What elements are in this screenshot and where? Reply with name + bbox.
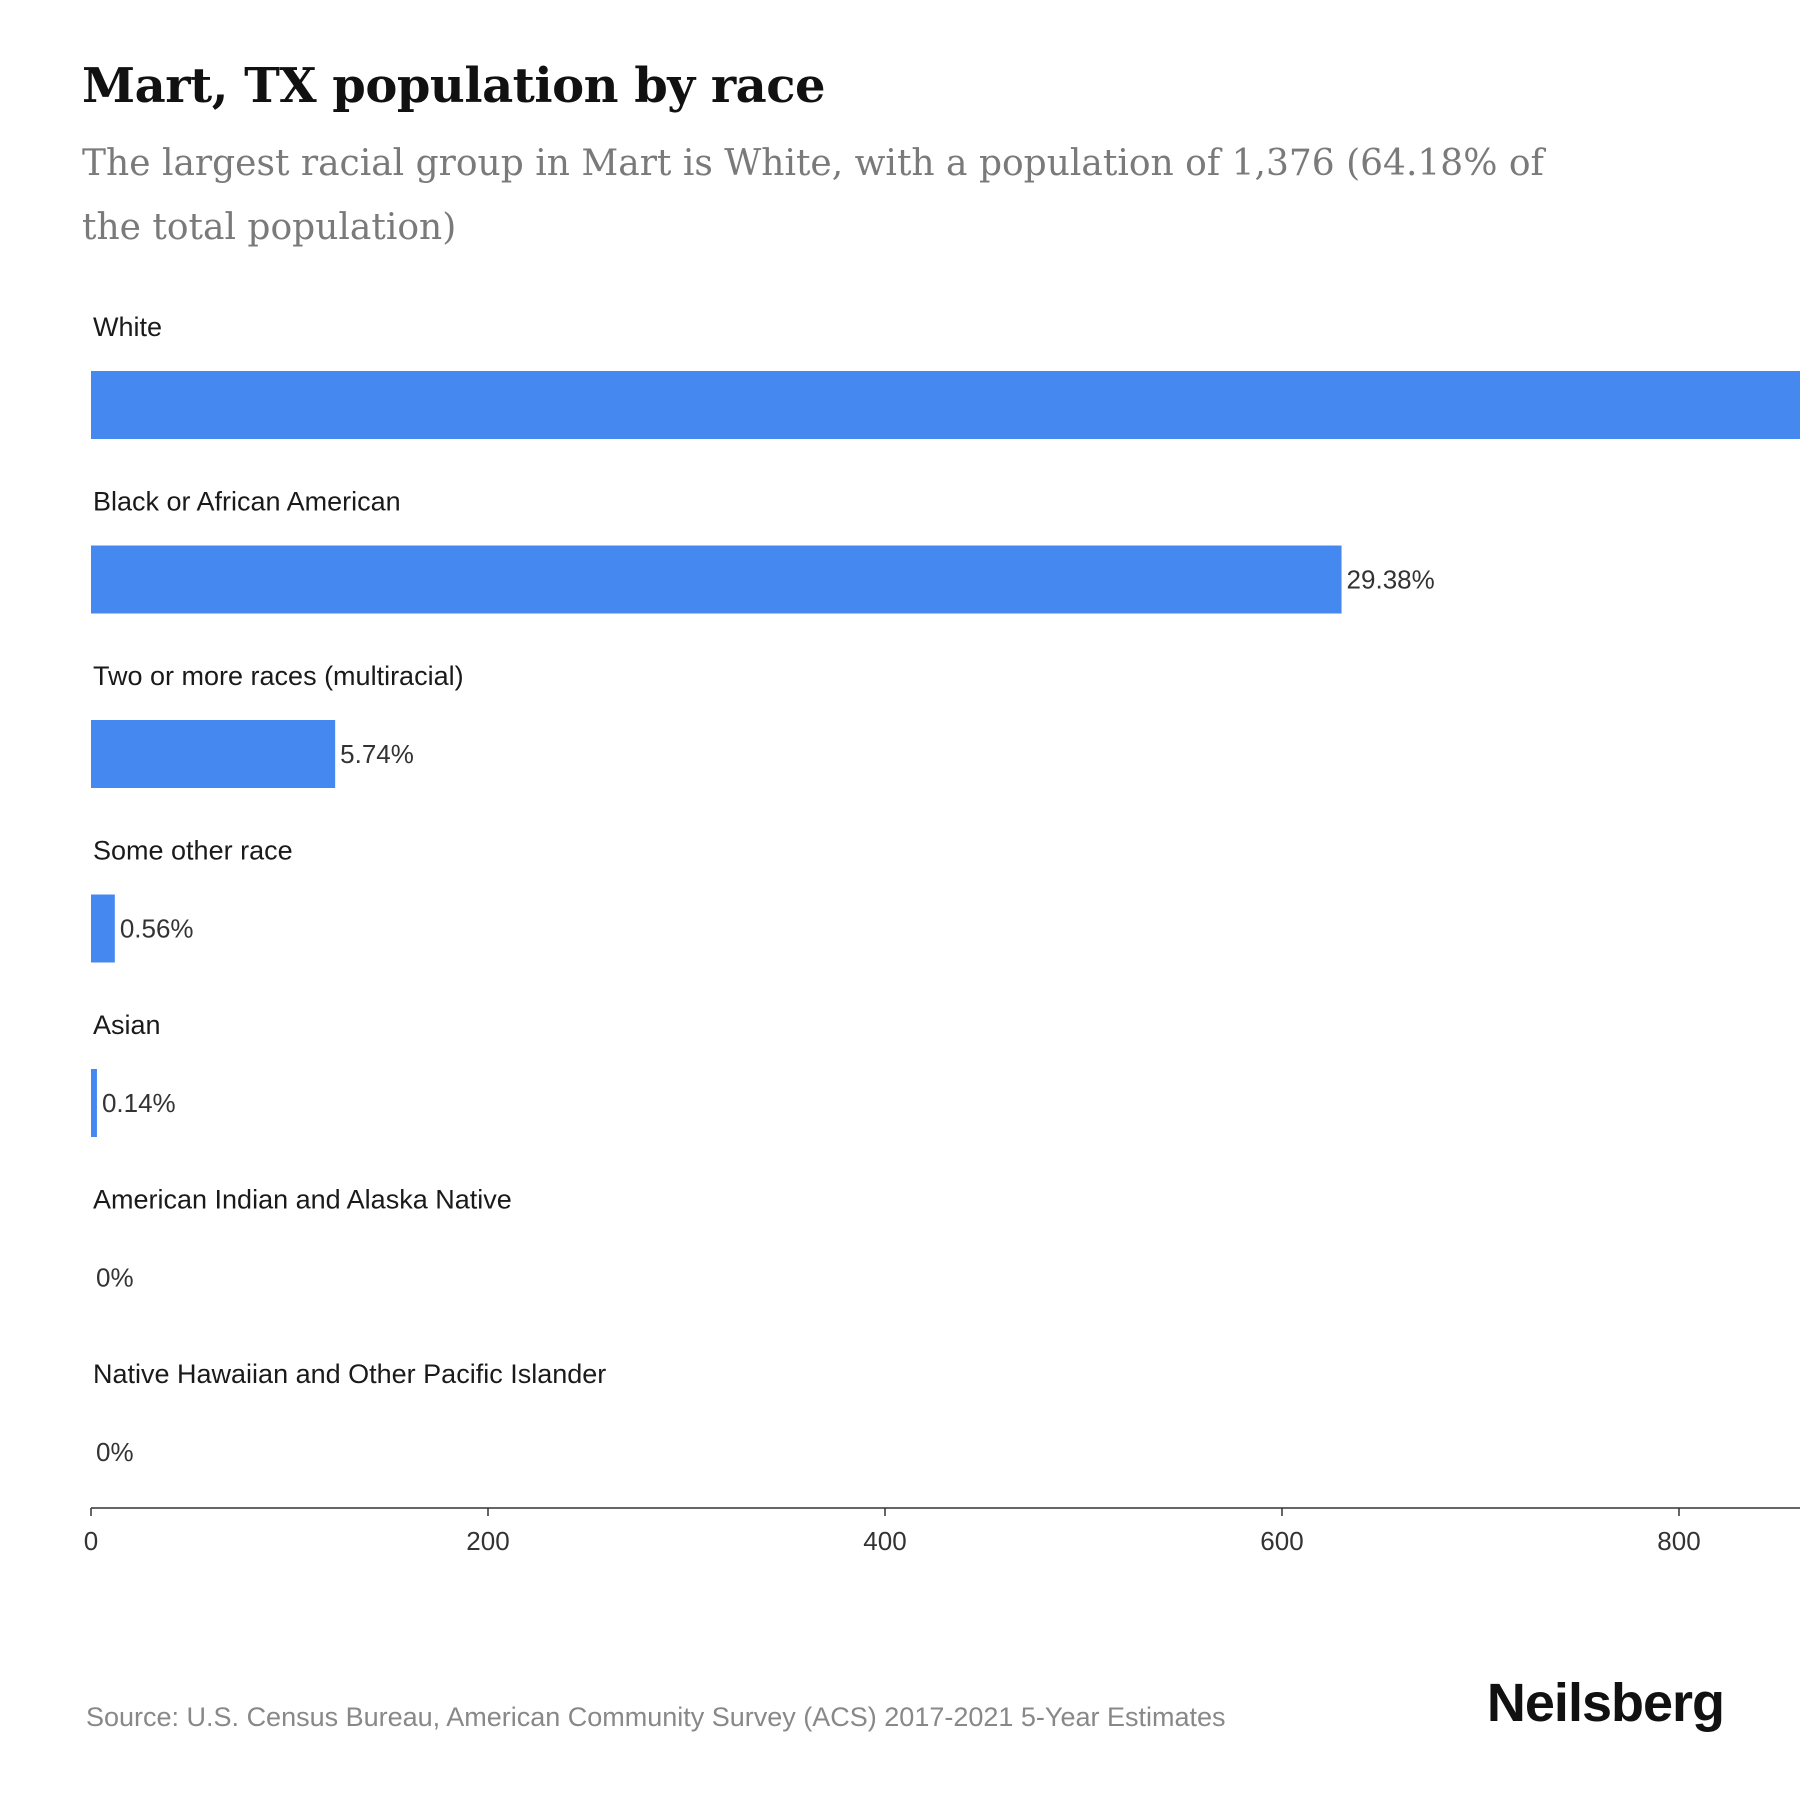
- category-label: Some other race: [93, 836, 293, 866]
- bar: [91, 894, 115, 963]
- category-label: Black or African American: [93, 487, 401, 517]
- chart-title: Mart, TX population by race: [82, 58, 826, 114]
- x-tick-label: 400: [863, 1526, 906, 1556]
- x-axis: 02004006008001000120014001600: [84, 1507, 1800, 1556]
- bar: [91, 545, 1342, 614]
- bar: [91, 1069, 97, 1137]
- data-label: 0%: [96, 1263, 134, 1293]
- category-label: White: [93, 312, 162, 342]
- x-tick-label: 0: [84, 1526, 98, 1556]
- category-label: Native Hawaiian and Other Pacific Island…: [93, 1359, 606, 1389]
- chart-subtitle: The largest racial group in Mart is Whit…: [82, 143, 1544, 248]
- bar: [91, 720, 336, 788]
- data-label: 5.74%: [340, 739, 414, 769]
- brand-logo: Neilsberg: [1486, 1673, 1725, 1733]
- data-label: 29.38%: [1347, 565, 1435, 595]
- bar: [91, 371, 1800, 439]
- bar-chart: White64.18%Black or African American29.3…: [84, 312, 1800, 1556]
- data-label: 0.56%: [120, 914, 194, 944]
- data-label: 0.14%: [102, 1088, 176, 1118]
- data-label: 0%: [96, 1437, 134, 1467]
- category-label: Asian: [93, 1010, 161, 1040]
- source-note: Source: U.S. Census Bureau, American Com…: [86, 1702, 1226, 1732]
- category-label: American Indian and Alaska Native: [93, 1185, 512, 1215]
- x-tick-label: 800: [1657, 1526, 1700, 1556]
- category-label: Two or more races (multiracial): [93, 661, 464, 691]
- x-tick-label: 200: [466, 1526, 509, 1556]
- bars-layer: White64.18%Black or African American29.3…: [91, 312, 1800, 1486]
- x-tick-label: 600: [1260, 1526, 1303, 1556]
